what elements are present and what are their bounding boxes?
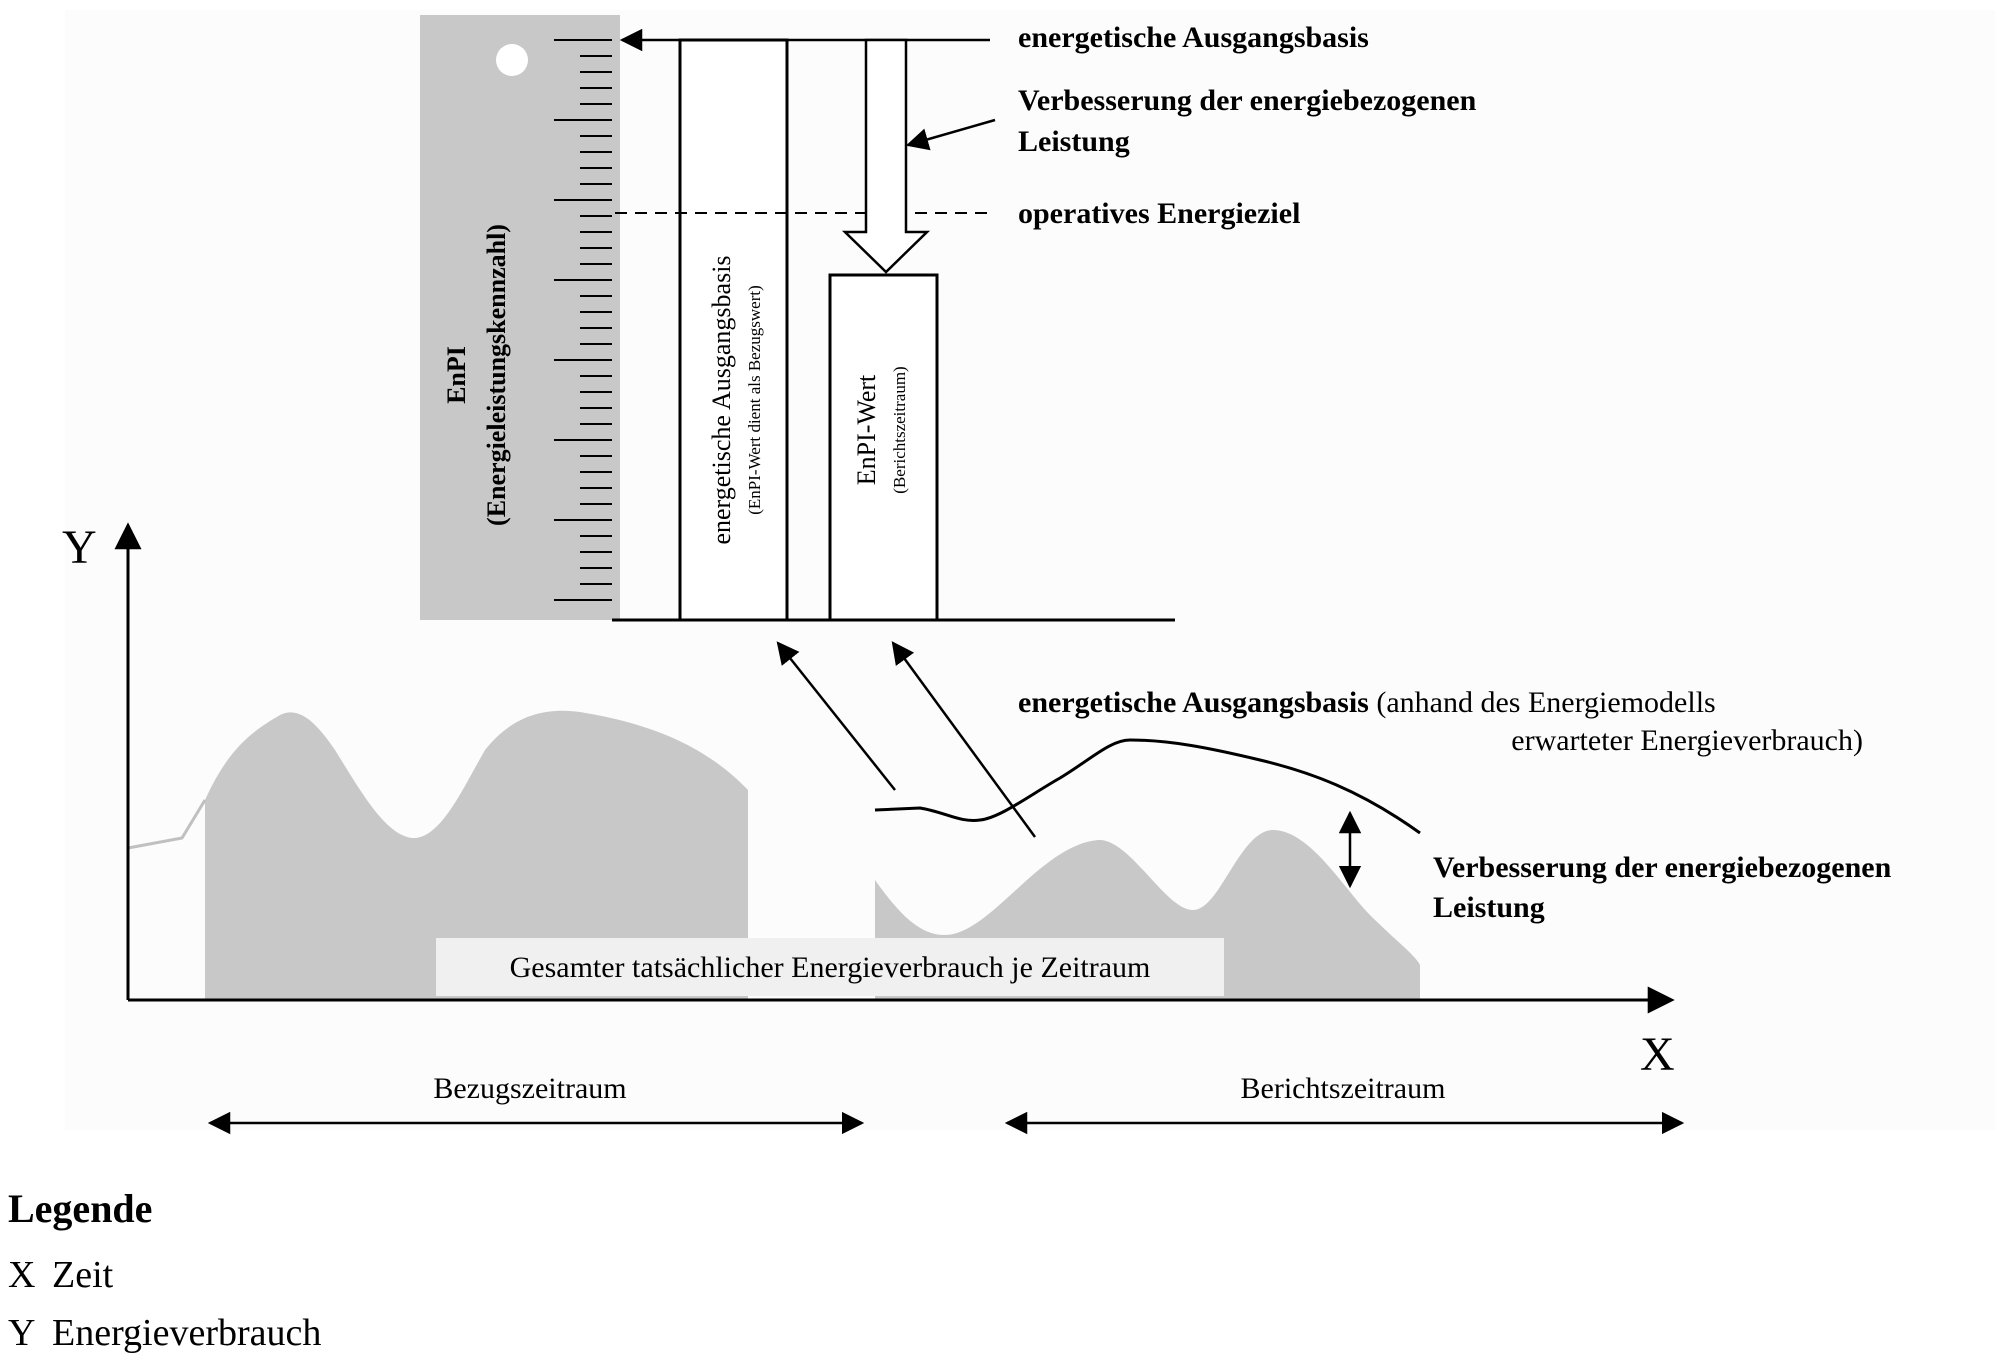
enpi-value-bar-title: EnPI-Wert [852,374,881,485]
energy-performance-diagram: EnPI (Energieleistungskennzahl) energeti… [62,15,1892,1135]
enpi-value-bar [828,273,939,622]
pointer-to-enpi-bar [891,641,1037,838]
baseline-bar-subtitle: (EnPI-Wert dient als Bezugswert) [745,285,764,514]
improvement-down-arrow-icon [841,38,931,274]
label-model-baseline-line1: energetische Ausgangsbasis (anhand des E… [1018,686,1716,719]
total-consumption-box [436,938,1224,996]
scale-hole-icon [496,44,528,76]
enpi-scale-panel [420,15,620,620]
improvement-pointer-arrow [905,118,996,151]
legend-key: X [8,1254,36,1296]
label-improvement2-line1: Verbesserung der energiebezogenen [1433,851,1892,884]
label-reference-period: Bezugszeitraum [433,1072,626,1105]
enpi-scale-label: EnPI [442,346,471,404]
legend-value: Energieverbrauch [52,1312,322,1354]
legend-item-x: X Zeit [8,1246,908,1304]
expected-consumption-line [874,738,1421,835]
label-model-baseline-line2: erwarteter Energieverbrauch) [1511,724,1863,757]
label-improvement-line2: Leistung [1018,125,1130,158]
pointer-to-baseline-bar [776,641,896,791]
reference-pre-line [127,799,207,850]
enpi-scale-sublabel: (Energieleistungskennzahl) [482,224,511,526]
legend-title: Legende [8,1186,153,1231]
label-top-baseline: energetische Ausgangsbasis [1018,21,1369,54]
label-improvement-line1: Verbesserung der energiebezogenen [1018,84,1477,117]
label-operative-target: operatives Energieziel [1018,197,1300,230]
reference-consumption-area [205,710,748,1000]
x-axis-label: X [1640,1028,1675,1081]
y-axis-label: Y [62,521,97,574]
enpi-scale-ticks [554,39,612,601]
enpi-value-bar-subtitle: (Berichtszeitraum) [890,366,909,493]
label-reporting-period: Berichtszeitraum [1241,1072,1446,1105]
legend-item-y: Y Energieverbrauch [8,1304,908,1362]
label-improvement2-line2: Leistung [1433,891,1545,924]
label-total-consumption: Gesamter tatsächlicher Energieverbrauch … [510,951,1151,984]
legend-value: Zeit [52,1254,114,1296]
legend-key: Y [8,1312,36,1354]
baseline-bar [678,38,789,622]
baseline-bar-title: energetische Ausgangsbasis [707,255,736,544]
legend: Legende X Zeit Y Energieverbrauch [8,1185,908,1362]
